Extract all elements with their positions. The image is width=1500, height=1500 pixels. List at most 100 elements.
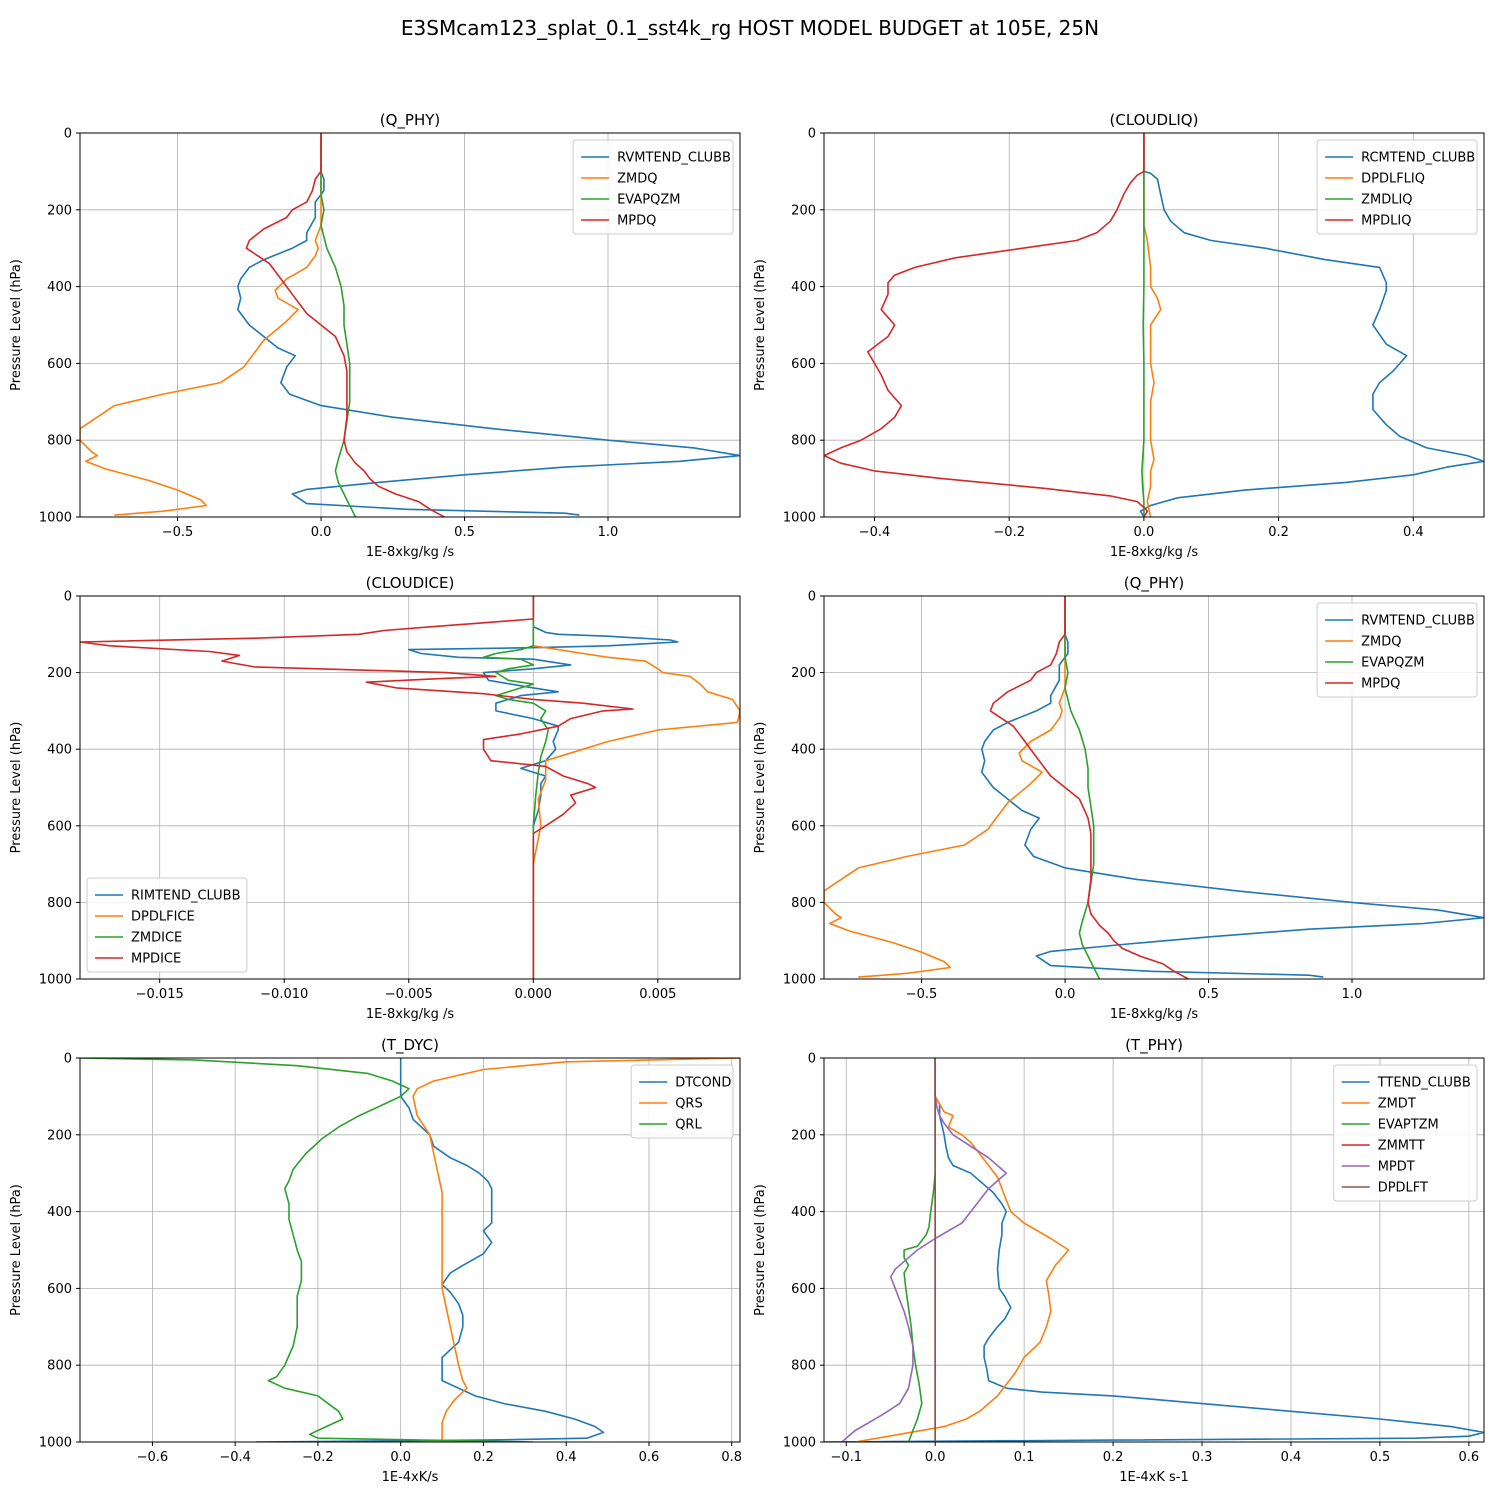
x-tick-label: 0.5 [1370, 1450, 1391, 1465]
x-tick-label: 0.0 [311, 525, 332, 540]
y-tick-label: 200 [791, 1128, 816, 1143]
x-tick-label: 0.0 [1134, 525, 1155, 540]
legend-label: TTEND_CLUBB [1377, 1076, 1471, 1091]
y-axis-label: Pressure Level (hPa) [753, 1184, 768, 1316]
y-tick-label: 400 [47, 743, 72, 758]
legend-label: MPDQ [617, 214, 656, 229]
y-axis-label: Pressure Level (hPa) [753, 722, 768, 854]
chart-title: (CLOUDLIQ) [1110, 111, 1199, 129]
series-line-qrl [80, 1058, 534, 1442]
axes-frame [79, 595, 741, 980]
y-axis-label: Pressure Level (hPa) [9, 722, 24, 854]
legend-label: EVAPTZM [1378, 1118, 1439, 1133]
y-tick-label: 600 [791, 1282, 816, 1297]
x-axis-label: 1E-8xkg/kg /s [1110, 1007, 1199, 1022]
series-line-zmdliq [1141, 133, 1145, 517]
x-tick-label: 0.0 [390, 1450, 411, 1465]
legend-box [630, 1064, 734, 1139]
series-line-rcmtend-clubb [1139, 133, 1484, 517]
legend: RIMTEND_CLUBB DPDLFICE ZMDICE MPDICE [86, 877, 248, 973]
y-tick-label: 800 [47, 1359, 72, 1374]
x-axis-label: 1E-8xkg/kg /s [366, 545, 455, 560]
axes-frame [823, 595, 1485, 980]
series-line-evapqzm [320, 133, 357, 517]
legend: DTCOND QRS QRL [630, 1064, 734, 1139]
legend-label: RVMTEND_CLUBB [617, 151, 731, 166]
x-tick-label: −0.1 [830, 1450, 862, 1465]
legend-label: MPDT [1378, 1160, 1415, 1175]
axes-frame [823, 132, 1485, 518]
legend-label: RVMTEND_CLUBB [1361, 614, 1475, 629]
y-tick-label: 400 [47, 1205, 72, 1220]
y-tick-label: 600 [47, 357, 72, 372]
y-axis-label: Pressure Level (hPa) [9, 1184, 24, 1316]
y-tick-label: 800 [791, 896, 816, 911]
series-line-mpdice [80, 596, 634, 979]
series-line-zmdt [854, 1058, 1070, 1442]
y-tick-label: 1000 [783, 973, 816, 988]
chart-title: (CLOUDICE) [366, 574, 455, 592]
y-tick-label: 200 [47, 666, 72, 681]
legend-label: QRL [675, 1118, 702, 1133]
legend: RVMTEND_CLUBB ZMDQ EVAPQZM MPDQ [1316, 602, 1478, 698]
y-tick-label: 800 [791, 1359, 816, 1374]
axes-frame [79, 1057, 741, 1443]
legend-box [572, 139, 734, 235]
chart-title: (T_PHY) [1125, 1036, 1183, 1055]
legend-label: ZMDQ [1361, 635, 1401, 650]
y-tick-label: 800 [47, 896, 72, 911]
x-tick-label: 0.3 [1192, 1450, 1213, 1465]
legend-label: DPDLFICE [131, 910, 195, 925]
x-tick-label: −0.5 [906, 987, 938, 1002]
x-tick-label: 0.4 [1281, 1450, 1302, 1465]
legend-label: EVAPQZM [1361, 656, 1424, 671]
series-line-qrs [412, 1058, 740, 1442]
x-tick-label: 0.4 [1403, 525, 1424, 540]
chart-title: (T_DYC) [381, 1036, 439, 1055]
x-tick-label: 0.005 [639, 987, 676, 1002]
series-line-rvmtend-clubb [981, 596, 1484, 978]
x-tick-label: −0.2 [302, 1450, 334, 1465]
x-tick-label: 0.2 [473, 1450, 494, 1465]
legend-label: EVAPQZM [617, 193, 680, 208]
y-tick-label: 200 [791, 203, 816, 218]
x-tick-label: 0.4 [556, 1450, 577, 1465]
legend-label: MPDQ [1361, 677, 1400, 692]
x-tick-label: 0.2 [1268, 525, 1289, 540]
legend: RCMTEND_CLUBB DPDLFLIQ ZMDLIQ MPDLIQ [1316, 139, 1478, 235]
y-axis-label: Pressure Level (hPa) [9, 259, 24, 391]
y-tick-label: 0 [64, 127, 72, 142]
figure-title: E3SMcam123_splat_0.1_sst4k_rg HOST MODEL… [400, 16, 1100, 40]
y-tick-label: 1000 [39, 973, 72, 988]
series-line-dpdlfliq [1143, 133, 1162, 517]
legend-label: ZMMTT [1378, 1139, 1425, 1154]
legend-label: RIMTEND_CLUBB [131, 889, 241, 904]
x-tick-label: 0.5 [1198, 987, 1219, 1002]
y-tick-label: 400 [791, 743, 816, 758]
legend-label: ZMDICE [131, 931, 182, 946]
series-line-dpdlfice [532, 596, 740, 979]
y-tick-label: 1000 [783, 1436, 816, 1451]
chart-panel-2: −0.4 −0.2 0.0 0.2 0.4 0 200 400 600 800 1000 (CLOUD… [753, 111, 1485, 560]
x-tick-label: −0.010 [260, 987, 308, 1002]
x-tick-label: −0.2 [993, 525, 1025, 540]
x-tick-label: 1.0 [598, 525, 619, 540]
x-tick-label: 0.1 [1014, 1450, 1035, 1465]
y-tick-label: 600 [791, 819, 816, 834]
y-tick-label: 600 [791, 357, 816, 372]
y-tick-label: 400 [791, 1205, 816, 1220]
series-line-zmdq [80, 133, 322, 516]
x-axis-label: 1E-4xK s-1 [1119, 1470, 1189, 1485]
chart-title: (Q_PHY) [380, 111, 441, 130]
chart-panel-5: −0.6 −0.4 −0.2 0.0 0.2 0.4 0.6 0.8 0 200 400 600 800… [9, 1036, 742, 1485]
series-line-dtcond [255, 1058, 605, 1442]
x-tick-label: −0.015 [136, 987, 184, 1002]
y-tick-label: 400 [791, 280, 816, 295]
x-tick-label: 1.0 [1342, 987, 1363, 1002]
y-tick-label: 200 [47, 1128, 72, 1143]
legend-box [86, 877, 248, 973]
y-tick-label: 0 [64, 1052, 72, 1067]
series-line-mpdq [245, 133, 445, 517]
legend-box [1316, 602, 1478, 698]
